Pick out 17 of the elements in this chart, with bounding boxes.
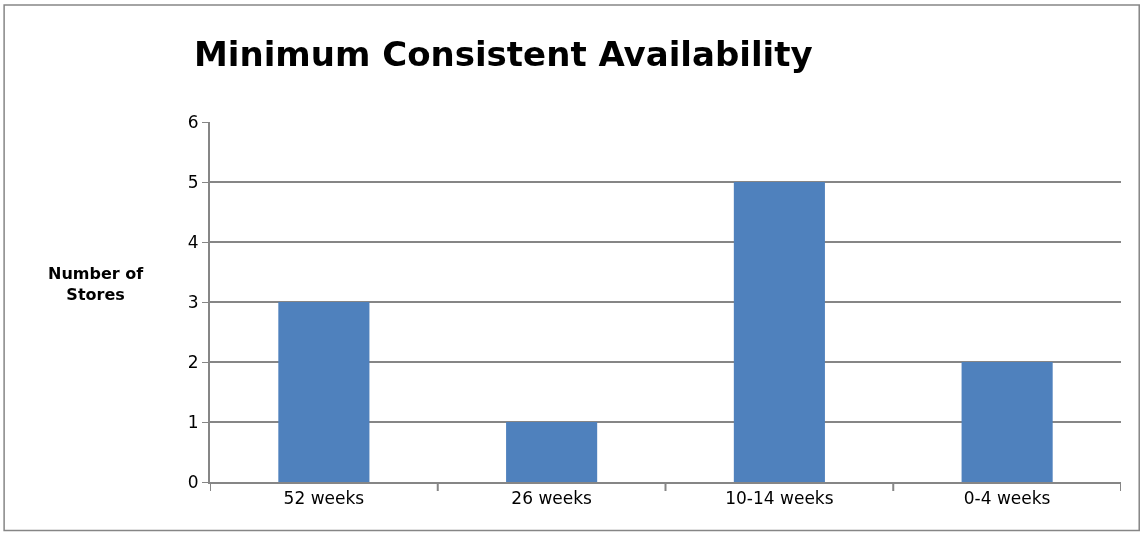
y-tick-label: 1 [187,411,199,432]
chart-title: Minimum Consistent Availability [193,34,813,75]
x-tick-label: 0-4 weeks [963,488,1051,509]
bar [278,302,370,482]
x-tick-label: 10-14 weeks [725,488,834,509]
y-tick-label: 3 [187,291,199,312]
y-tick-label: 4 [187,231,199,252]
y-tick-label: 0 [187,471,199,492]
bar [961,362,1053,482]
x-tick-label: 26 weeks [511,488,593,509]
bar [733,182,825,482]
x-tick-label: 52 weeks [283,488,365,509]
y-tick-label: 6 [187,111,199,132]
y-axis-title: Number of Stores [48,264,145,304]
y-tick-label: 5 [187,171,199,192]
y-tick-label: 2 [187,351,199,372]
bar [506,422,598,482]
